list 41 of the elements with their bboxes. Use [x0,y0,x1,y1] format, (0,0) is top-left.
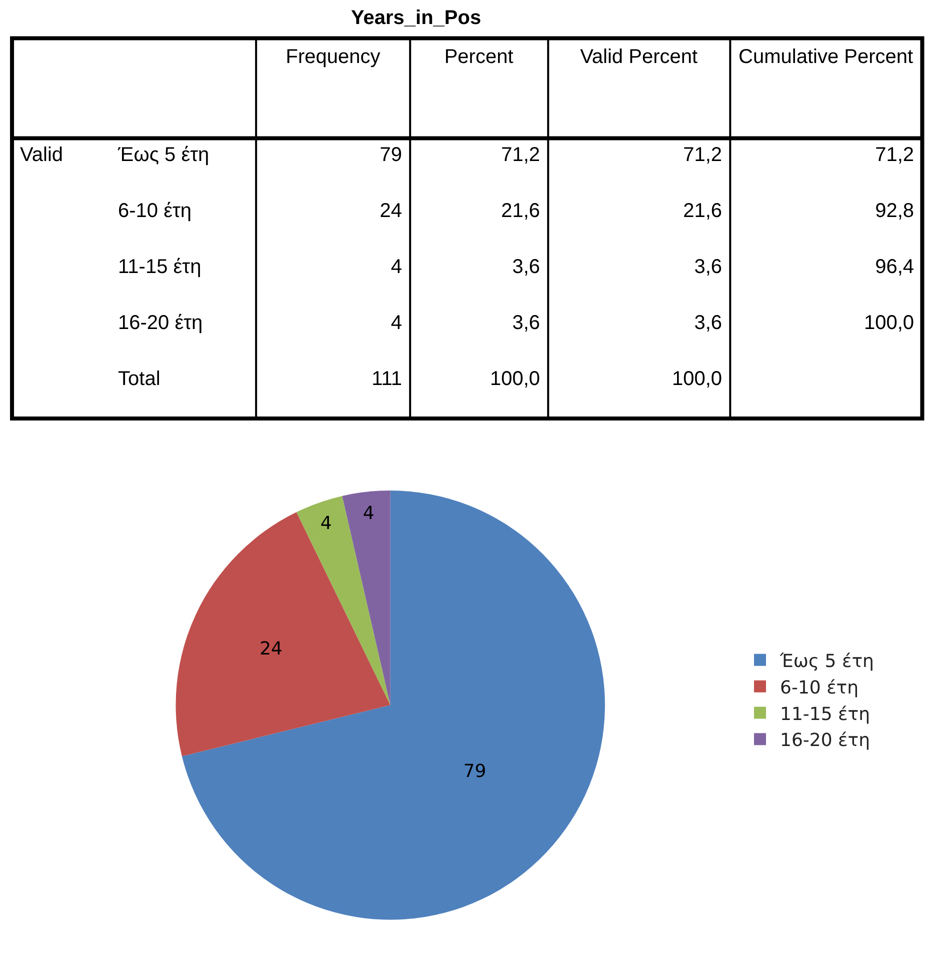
text: 3,6 [694,312,722,334]
data-label: 79 [463,760,486,782]
text: 79 [380,144,402,166]
pie-slice [182,490,605,920]
text: Έως 5 έτη [118,144,210,166]
text: Valid [20,144,64,166]
text: 3,6 [512,256,540,278]
text: 24 [380,200,402,222]
text: Total [118,368,160,390]
text: 6-10 έτη [118,200,192,222]
text: 71,2 [501,144,540,166]
text: 3,6 [512,312,540,334]
legend-label: Έως 5 έτη [779,650,874,672]
text: 100,0 [490,368,540,390]
category-label: Percent [444,46,514,68]
text: Years_in_Pos [351,7,482,29]
text: 92,8 [875,200,914,222]
data-label: 4 [362,503,374,524]
pie-slice [342,490,390,706]
text: 111 [372,368,402,390]
text: 16-20 έτη [118,312,203,334]
category-label: Valid Percent [580,46,698,68]
text: 96,4 [875,256,914,278]
text: 100,0 [672,368,722,390]
text: 21,6 [683,200,722,222]
text: 11-15 έτη [118,256,202,278]
text: 4 [390,256,402,278]
text: 4 [390,312,402,334]
data-label: 24 [260,638,282,660]
text: 21,6 [501,200,540,222]
legend-label: 11-15 έτη [780,704,870,725]
text: 3,6 [694,256,722,278]
legend-label: 16-20 έτη [780,730,870,752]
category-label: Frequency [286,46,380,68]
category-label: Cumulative Percent [738,46,914,68]
data-label: 4 [320,512,332,534]
text: 71,2 [683,144,722,166]
legend-label: 6-10 έτη [780,677,859,698]
pie-slice [296,496,390,706]
text: 71,2 [875,144,914,166]
text: 100,0 [864,312,914,334]
